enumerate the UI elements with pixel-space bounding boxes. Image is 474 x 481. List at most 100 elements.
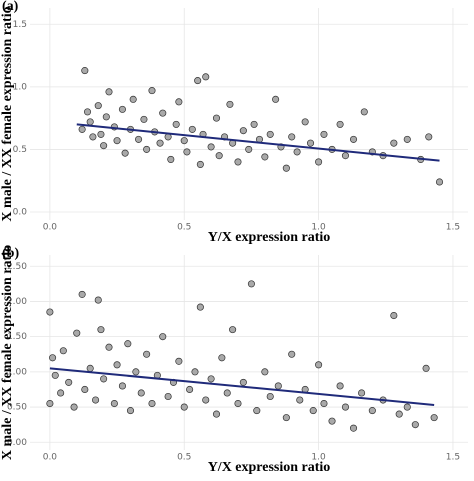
point [78,290,86,298]
point [282,164,290,172]
point [306,139,315,147]
point [143,145,151,153]
point [118,105,126,113]
point [86,364,94,372]
point [207,375,215,383]
point [92,396,100,404]
point [266,130,274,138]
point [118,382,126,390]
point [395,410,403,418]
point [110,399,118,408]
point [360,108,368,116]
panel-title: (b) [2,246,19,261]
point [282,414,290,422]
y-tick-label: 2.00 [7,297,27,307]
panel-title: (a) [2,0,19,14]
point [390,139,398,147]
point [148,399,156,408]
point [341,152,350,160]
point [70,403,78,411]
point [261,153,269,161]
point [239,127,247,135]
point [403,135,411,143]
point [315,158,323,166]
point [100,142,108,150]
point [435,178,444,186]
point [212,114,221,122]
x-tick-label: 1.0 [311,453,326,463]
point [320,130,328,138]
point [223,389,231,397]
y-tick-label: 1.50 [7,332,27,342]
point [105,88,113,96]
point [83,108,92,116]
point [100,375,108,383]
point [78,125,86,133]
point [212,410,221,418]
point [226,100,234,108]
point [368,407,376,415]
x-tick-label: 0.5 [177,223,191,233]
x-tick-label: 1.5 [446,223,460,233]
point [73,329,81,337]
y-axis-label: X male / XX female expression ratio [0,245,15,460]
point [46,399,54,408]
point [194,77,202,85]
point [175,357,183,365]
point [97,326,105,334]
point [102,113,110,121]
point [65,378,73,386]
y-tick-label: 1.5 [13,20,27,30]
point [309,407,317,415]
point [266,392,274,401]
point [159,109,167,117]
point [81,385,89,394]
point [143,350,151,358]
point [425,133,433,141]
point [196,303,204,311]
point [390,311,398,320]
point [49,354,57,362]
point [113,361,121,369]
point [218,354,226,362]
point [175,98,183,106]
point [245,145,253,153]
point [403,403,411,411]
point [202,73,210,81]
point [89,133,97,141]
point [129,95,137,103]
x-axis-label: Y/X expression ratio [208,460,331,475]
point [126,407,135,415]
point [320,399,328,408]
trend-line [76,123,440,162]
point [186,385,194,394]
x-tick-label: 0.0 [43,453,58,463]
point [191,368,199,376]
point [113,137,121,145]
point [293,148,301,156]
point [140,115,148,123]
point [148,87,156,95]
point [202,396,210,404]
point [349,424,358,432]
point [94,296,102,304]
point [59,347,67,355]
point [183,148,191,156]
point [46,308,54,316]
point [51,371,59,379]
point [229,326,237,334]
point [94,102,102,110]
trend-line [49,367,435,406]
point [234,158,242,166]
y-tick-label: 0.5 [13,145,27,155]
x-tick-label: 0.0 [43,223,58,233]
point [288,350,296,358]
point [234,399,242,408]
point [207,143,215,151]
y-tick-label: 1.0 [13,82,28,92]
y-tick-label: 1.00 [7,367,27,377]
x-tick-label: 1.5 [446,453,460,463]
point [121,149,129,157]
point [196,160,204,168]
